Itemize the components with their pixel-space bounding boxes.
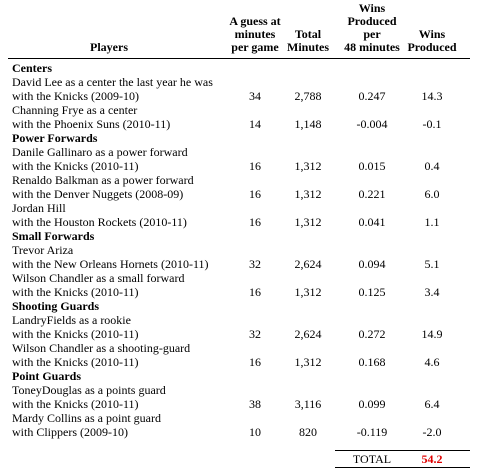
cell-value: 0.247 — [358, 89, 386, 103]
cell-value: 34 — [249, 89, 261, 103]
section-title: Small Forwards — [12, 229, 95, 243]
cell-value: -0.004 — [356, 117, 388, 131]
cell-value: 2,788 — [294, 89, 322, 103]
player-text: with the Knicks (2009-10) — [12, 89, 139, 103]
cell-value: 0.041 — [358, 215, 386, 229]
player-text: with the Knicks (2010-11) — [12, 159, 139, 173]
cell-value: 38 — [249, 397, 261, 411]
cell-value: 16 — [249, 285, 261, 299]
player-text: Wilson Chandler as a shooting-guard — [12, 341, 191, 355]
total-rule — [335, 450, 470, 451]
player-text: Mardy Collins as a point guard — [12, 411, 161, 425]
cell-value: 14.9 — [421, 327, 443, 341]
cell-value: 32 — [249, 257, 261, 271]
cell-value: 3.4 — [424, 285, 440, 299]
cell-value: -0.1 — [422, 117, 442, 131]
cell-value: 4.6 — [424, 355, 440, 369]
cell-value: 2,624 — [294, 327, 322, 341]
cell-value: 14 — [249, 117, 261, 131]
total-label: TOTAL — [352, 452, 392, 466]
player-text: Trevor Ariza — [12, 243, 74, 257]
column-header: per game — [231, 40, 279, 54]
cell-value: 0.099 — [358, 397, 386, 411]
player-text: with the Knicks (2010-11) — [12, 285, 139, 299]
column-header: Produced — [407, 40, 457, 54]
cell-value: 16 — [249, 215, 261, 229]
column-header: Total — [294, 27, 322, 41]
header-rule — [8, 58, 470, 59]
cell-value: 0.272 — [358, 327, 386, 341]
cell-value: 0.015 — [358, 159, 386, 173]
column-header: Players — [90, 40, 128, 54]
cell-value: 10 — [249, 425, 261, 439]
player-text: Jordan Hill — [12, 201, 66, 215]
player-text: with the Knicks (2010-11) — [12, 355, 139, 369]
section-title: Point Guards — [12, 369, 82, 383]
player-text: with the New Orleans Hornets (2010-11) — [12, 257, 209, 271]
cell-value: 16 — [249, 159, 261, 173]
player-text: Renaldo Balkman as a power forward — [12, 173, 194, 187]
player-text: ToneyDouglas as a points guard — [12, 383, 166, 397]
player-text: with the Knicks (2010-11) — [12, 397, 139, 411]
player-text: Channing Frye as a center — [12, 103, 138, 117]
player-text: LandryFields as a rookie — [12, 313, 131, 327]
cell-value: 1,312 — [294, 159, 322, 173]
player-text: with the Houston Rockets (2010-11) — [12, 215, 187, 229]
cell-value: 0.4 — [424, 159, 440, 173]
cell-value: 0.094 — [358, 257, 386, 271]
player-text: Wilson Chandler as a small forward — [12, 271, 185, 285]
column-header: Produced — [347, 14, 397, 28]
cell-value: 1.1 — [424, 215, 440, 229]
cell-value: -0.119 — [356, 425, 388, 439]
player-text: with Clippers (2009-10) — [12, 425, 128, 439]
cell-value: 6.0 — [424, 187, 440, 201]
cell-value: -2.0 — [422, 425, 442, 439]
player-text: David Lee as a center the last year he w… — [12, 75, 213, 89]
cell-value: 0.168 — [358, 355, 386, 369]
cell-value: 6.4 — [424, 397, 440, 411]
cell-value: 32 — [249, 327, 261, 341]
section-title: Shooting Guards — [12, 299, 100, 313]
column-header: Wins — [418, 27, 446, 41]
section-title: Power Forwards — [12, 131, 98, 145]
cell-value: 5.1 — [424, 257, 440, 271]
cell-value: 1,312 — [294, 215, 322, 229]
column-header: A guess at — [229, 14, 281, 28]
cell-value: 0.125 — [358, 285, 386, 299]
player-text: Danile Gallinaro as a power forward — [12, 145, 188, 159]
column-header: Minutes — [287, 40, 329, 54]
player-text: with the Knicks (2010-11) — [12, 327, 139, 341]
column-header: 48 minutes — [344, 40, 400, 54]
section-title: Centers — [12, 61, 52, 75]
cell-value: 1,148 — [294, 117, 322, 131]
total-value: 54.2 — [421, 452, 443, 466]
cell-value: 16 — [249, 355, 261, 369]
cell-value: 3,116 — [294, 397, 322, 411]
player-text: with the Denver Nuggets (2008-09) — [12, 187, 184, 201]
cell-value: 0.221 — [358, 187, 386, 201]
cell-value: 1,312 — [294, 285, 322, 299]
cell-value: 14.3 — [421, 89, 443, 103]
cell-value: 1,312 — [294, 187, 322, 201]
column-header: minutes — [234, 27, 276, 41]
total-bottom-rule — [335, 467, 470, 468]
column-header: per — [363, 27, 381, 41]
cell-value: 820 — [299, 425, 317, 439]
column-header: Wins — [358, 1, 386, 15]
cell-value: 1,312 — [294, 355, 322, 369]
cell-value: 16 — [249, 187, 261, 201]
cell-value: 2,624 — [294, 257, 322, 271]
player-text: with the Phoenix Suns (2010-11) — [12, 117, 171, 131]
